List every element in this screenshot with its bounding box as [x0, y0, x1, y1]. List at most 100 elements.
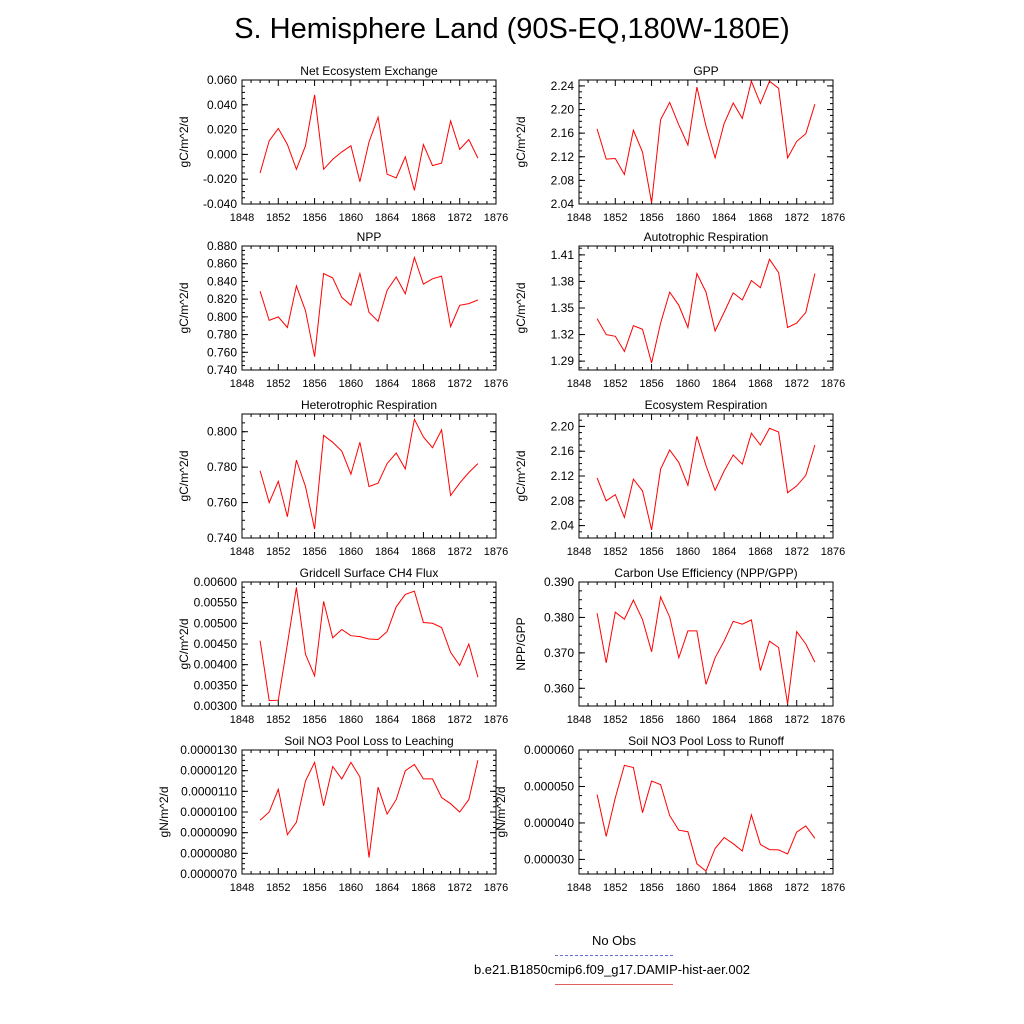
x-tick-label: 1852 [603, 378, 627, 390]
x-tick-label: 1848 [567, 212, 591, 224]
x-tick-label: 1860 [339, 714, 363, 726]
y-tick-label: 1.38 [551, 274, 575, 288]
y-tick-label: 0.370 [544, 646, 574, 660]
y-tick-label: 2.12 [551, 150, 575, 164]
x-tick-label: 1856 [302, 882, 326, 894]
x-tick-label: 1872 [784, 378, 808, 390]
panel-title: Soil NO3 Pool Loss to Leaching [284, 734, 453, 748]
panel-title: Ecosystem Respiration [645, 398, 768, 412]
x-tick-label: 1860 [676, 714, 700, 726]
x-tick-label: 1860 [339, 378, 363, 390]
y-axis-label: gC/m^2/d [514, 117, 528, 168]
x-tick-label: 1864 [712, 546, 736, 558]
x-tick-label: 1856 [639, 378, 663, 390]
y-axis-label: gN/m^2/d [494, 787, 508, 838]
series-line [596, 595, 816, 704]
plot-frame [578, 413, 834, 539]
y-tick-label: 0.780 [207, 328, 237, 342]
y-tick-label: 0.000030 [524, 852, 574, 866]
x-tick-label: 1864 [375, 378, 399, 390]
x-tick-label: 1856 [639, 714, 663, 726]
x-tick-label: 1860 [339, 212, 363, 224]
x-tick-label: 1852 [266, 546, 290, 558]
x-tick-label: 1876 [484, 378, 508, 390]
x-tick-label: 1860 [676, 212, 700, 224]
x-tick-label: 1872 [784, 212, 808, 224]
y-axis-label: gC/m^2/d [514, 283, 528, 334]
x-tick-label: 1856 [302, 546, 326, 558]
y-axis-label: NPP/GPP [514, 617, 528, 670]
y-tick-label: 0.800 [207, 425, 237, 439]
y-tick-label: 0.00350 [194, 678, 238, 692]
y-tick-label: 2.08 [551, 173, 575, 187]
y-tick-label: 0.760 [207, 345, 237, 359]
x-tick-label: 1868 [411, 212, 435, 224]
y-axis-label: gC/m^2/d [514, 451, 528, 502]
chart-panel-6: Ecosystem Respiration gC/m^2/d 1848 1852 185… [514, 398, 845, 558]
x-tick-label: 1872 [784, 882, 808, 894]
y-tick-label: 0.00400 [194, 658, 238, 672]
plot-frame [241, 245, 497, 371]
y-tick-label: 2.24 [551, 79, 575, 93]
y-tick-label: 1.35 [551, 301, 575, 315]
y-tick-label: 1.41 [551, 248, 575, 262]
chart-panel-7: Gridcell Surface CH4 Flux gC/m^2/d 1848 185… [177, 566, 508, 726]
y-tick-label: 0.00300 [194, 699, 238, 713]
x-tick-label: 1872 [447, 546, 471, 558]
x-tick-label: 1864 [375, 546, 399, 558]
y-tick-label: 2.12 [551, 469, 575, 483]
y-tick-label: 2.16 [551, 444, 575, 458]
x-tick-label: 1856 [639, 882, 663, 894]
series-line [259, 587, 479, 702]
panel-title: Autotrophic Respiration [644, 230, 769, 244]
plot-frame [578, 245, 834, 371]
x-tick-label: 1876 [821, 212, 845, 224]
x-tick-label: 1856 [302, 378, 326, 390]
panel-title: GPP [693, 64, 718, 78]
x-tick-label: 1868 [748, 546, 772, 558]
y-tick-label: 0.060 [207, 73, 237, 87]
x-tick-label: 1856 [302, 714, 326, 726]
x-tick-label: 1872 [784, 714, 808, 726]
x-tick-label: 1860 [676, 378, 700, 390]
chart-panel-10: Soil NO3 Pool Loss to Runoff gN/m^2/d 1848… [494, 734, 845, 894]
y-tick-label: 0.000060 [524, 743, 574, 757]
x-tick-label: 1860 [676, 882, 700, 894]
y-tick-label: 0.780 [207, 460, 237, 474]
x-tick-label: 1864 [712, 882, 736, 894]
y-tick-label: 0.380 [544, 610, 574, 624]
x-tick-label: 1876 [821, 378, 845, 390]
y-axis-label: gC/m^2/d [177, 451, 191, 502]
x-tick-label: 1848 [567, 378, 591, 390]
y-tick-label: 0.000 [207, 147, 237, 161]
page-title: S. Hemisphere Land (90S-EQ,180W-180E) [234, 13, 790, 45]
y-axis-label: gC/m^2/d [177, 117, 191, 168]
x-tick-label: 1848 [567, 546, 591, 558]
y-axis-label: gC/m^2/d [177, 283, 191, 334]
x-tick-label: 1868 [411, 546, 435, 558]
y-tick-label: 0.00500 [194, 616, 238, 630]
series-line [596, 258, 816, 364]
y-tick-label: 2.08 [551, 494, 575, 508]
panel-title: Net Ecosystem Exchange [300, 64, 438, 78]
y-tick-label: 0.0000100 [180, 805, 237, 819]
y-tick-label: 0.00450 [194, 637, 238, 651]
x-tick-label: 1876 [821, 546, 845, 558]
y-tick-label: 2.16 [551, 126, 575, 140]
y-tick-label: -0.020 [203, 172, 237, 186]
x-tick-label: 1852 [266, 714, 290, 726]
series-line [596, 764, 816, 872]
chart-panel-9: Soil NO3 Pool Loss to Leaching gN/m^2/d 18… [157, 734, 508, 894]
y-tick-label: 0.000050 [524, 779, 574, 793]
chart-panel-4: Autotrophic Respiration gC/m^2/d 1848 1852 1… [514, 230, 845, 390]
x-tick-label: 1868 [748, 714, 772, 726]
x-tick-label: 1856 [639, 212, 663, 224]
y-tick-label: 0.740 [207, 363, 237, 377]
x-tick-label: 1864 [712, 378, 736, 390]
x-tick-label: 1864 [375, 714, 399, 726]
chart-panel-2: GPP gC/m^2/d 1848 1852 1856 1860 1864 1868 1872 1… [514, 64, 845, 224]
y-tick-label: 2.04 [551, 197, 575, 211]
y-tick-label: 0.00550 [194, 596, 238, 610]
x-tick-label: 1872 [784, 546, 808, 558]
